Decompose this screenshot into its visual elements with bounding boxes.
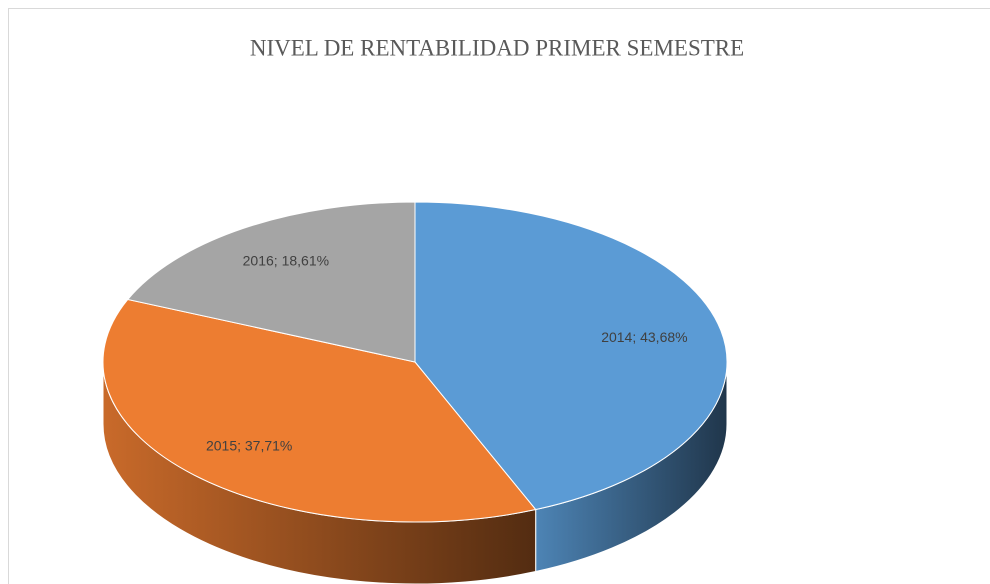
- data-label: 2015; 37,71%: [206, 437, 292, 453]
- slice: [102, 298, 537, 523]
- slice: [126, 201, 416, 363]
- data-label: 2016; 18,61%: [243, 253, 329, 269]
- slice: [414, 201, 728, 511]
- chart-title: NIVEL DE RENTABILIDAD PRIMER SEMESTRE: [250, 35, 744, 60]
- data-label: 2014; 43,68%: [601, 329, 687, 345]
